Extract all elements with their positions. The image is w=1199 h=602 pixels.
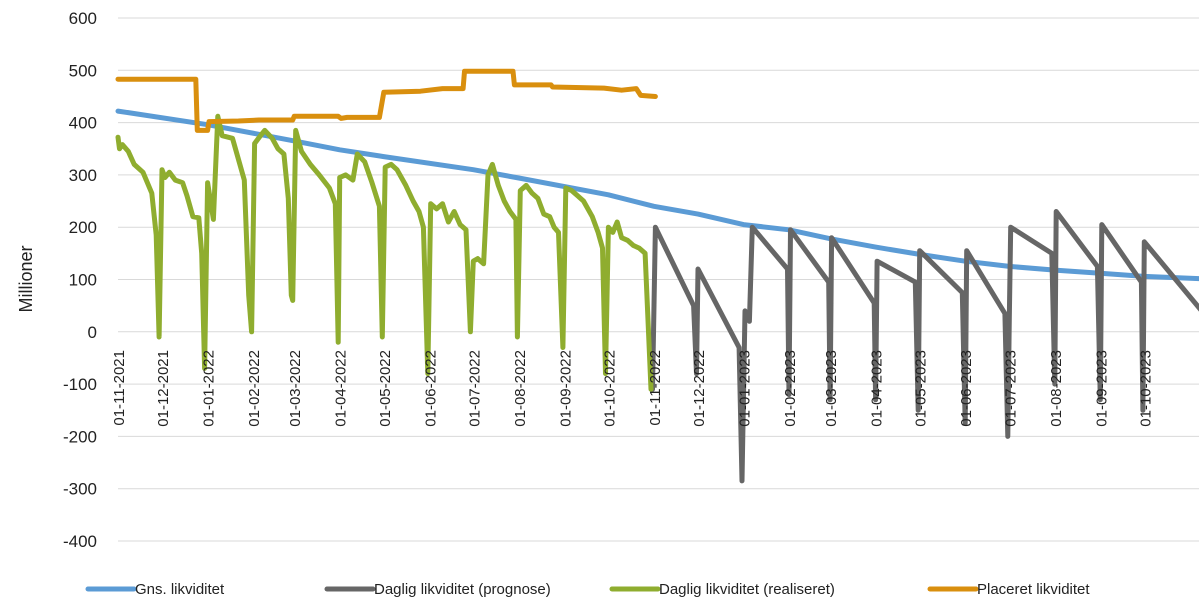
- y-axis-label: Millioner: [16, 245, 36, 312]
- y-tick-label: -400: [63, 532, 97, 551]
- x-tick-label: 01-04-2023: [869, 350, 886, 427]
- x-tick-label: 01-02-2022: [246, 350, 263, 427]
- series-line-1: [650, 209, 1199, 484]
- x-tick-label: 01-12-2022: [691, 350, 708, 427]
- x-tick-label: 01-01-2022: [201, 350, 218, 427]
- x-tick-label: 01-12-2021: [155, 350, 172, 427]
- x-tick-label: 01-10-2022: [601, 350, 618, 427]
- x-tick-label: 01-10-2023: [1137, 350, 1154, 427]
- series-line-0: [115, 108, 1199, 282]
- y-tick-label: 0: [88, 323, 97, 342]
- legend-label-1: Daglig likviditet (prognose): [374, 581, 551, 598]
- x-tick-label: 01-11-2021: [111, 350, 128, 426]
- x-tick-label: 01-08-2022: [512, 350, 529, 427]
- series-lines: [115, 68, 1199, 484]
- x-tick-label: 01-06-2022: [422, 350, 439, 427]
- x-tick-label: 01-07-2023: [1002, 350, 1019, 427]
- legend-label-2: Daglig likviditet (realiseret): [659, 581, 835, 598]
- y-tick-label: 300: [69, 166, 97, 185]
- y-tick-label: -200: [63, 427, 97, 446]
- x-tick-label: 01-11-2022: [647, 350, 664, 426]
- x-tick-label: 01-08-2023: [1048, 350, 1065, 427]
- x-tick-label: 01-03-2023: [823, 350, 840, 427]
- y-axis-tick-labels: 600 500 400 300 200 100 0 -100 -200 -300 -400: [63, 9, 97, 551]
- series-line-3: [115, 68, 658, 133]
- x-tick-label: 01-07-2022: [466, 350, 483, 427]
- y-tick-label: 200: [69, 218, 97, 237]
- y-tick-label: 600: [69, 9, 97, 28]
- y-tick-label: 100: [69, 271, 97, 290]
- x-tick-label: 01-03-2022: [287, 350, 304, 427]
- legend-label-3: Placeret likviditet: [977, 581, 1090, 598]
- x-tick-label: 01-04-2022: [333, 350, 350, 427]
- x-tick-label: 01-05-2022: [377, 350, 394, 427]
- y-tick-label: 400: [69, 114, 97, 133]
- x-tick-label: 01-02-2023: [782, 350, 799, 427]
- y-tick-label: -300: [63, 480, 97, 499]
- gridlines: [118, 17, 1199, 542]
- x-tick-label: 01-01-2023: [737, 350, 754, 427]
- x-axis-tick-labels: 01-11-2021 01-12-2021 01-01-2022 01-02-2022…: [111, 350, 1154, 427]
- legend: Gns. likviditet Daglig likviditet (progno…: [85, 581, 1090, 598]
- series-line-2: [115, 113, 654, 392]
- x-tick-label: 01-05-2023: [913, 350, 930, 427]
- x-tick-label: 01-09-2022: [557, 350, 574, 427]
- y-tick-label: 500: [69, 61, 97, 80]
- legend-label-0: Gns. likviditet: [135, 581, 225, 598]
- y-tick-label: -100: [63, 375, 97, 394]
- x-tick-label: 01-06-2023: [958, 350, 975, 427]
- x-tick-label: 01-09-2023: [1093, 350, 1110, 427]
